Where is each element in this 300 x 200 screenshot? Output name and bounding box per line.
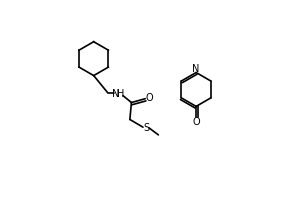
Text: O: O xyxy=(192,117,200,127)
Text: S: S xyxy=(143,123,149,133)
Text: N: N xyxy=(192,64,200,74)
Text: H: H xyxy=(117,89,124,99)
Text: N: N xyxy=(112,89,119,99)
Text: O: O xyxy=(145,93,153,103)
